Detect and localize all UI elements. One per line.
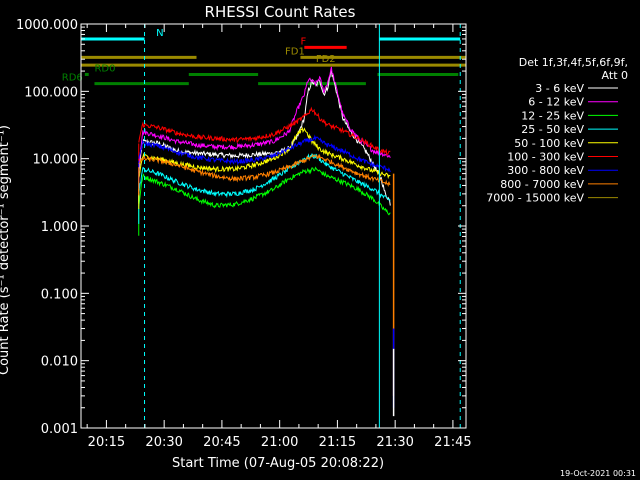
legend-label-5: 100 - 300 keV <box>507 151 584 164</box>
y-tick-label-0: 0.001 <box>41 422 78 437</box>
legend-label-8: 7000 - 15000 keV <box>486 192 584 205</box>
x-tick-label-0: 20:15 <box>88 435 125 450</box>
x-tick-label-1: 20:30 <box>145 435 182 450</box>
legend-header-0: Det 1f,3f,4f,5f,6f,9f, <box>519 56 628 69</box>
flag-label-fd2: FD2 <box>316 54 336 65</box>
y-tick-label-3: 1.000 <box>41 220 78 235</box>
y-tick-label-5: 100.000 <box>24 85 78 100</box>
legend-label-4: 50 - 100 keV <box>514 137 584 150</box>
legend-label-0: 3 - 6 keV <box>535 82 584 95</box>
y-axis-label: Count Rate (s⁻¹ detector⁻¹ segment⁻¹) <box>0 125 12 375</box>
series-line-2 <box>138 166 391 216</box>
series-line-7 <box>138 153 391 188</box>
x-tick-label-6: 21:45 <box>434 435 471 450</box>
flag-label-n: N <box>156 28 163 39</box>
legend-label-2: 12 - 25 keV <box>521 109 584 122</box>
y-tick-label-4: 10.000 <box>33 153 79 168</box>
axes-layer: 0.001 0.010 0.100 1.000 10.000 100.000 1000.00… <box>16 18 472 450</box>
series-line-6 <box>138 134 391 173</box>
x-tick-label-3: 21:00 <box>261 435 298 450</box>
legend-label-7: 800 - 7000 keV <box>500 178 584 191</box>
x-axis-label: Start Time (07-Aug-05 20:08:22) <box>172 456 384 471</box>
flag-label-rd6: RD6 <box>62 73 83 84</box>
legend-label-1: 6 - 12 keV <box>528 96 584 109</box>
legend-header-1: Att 0 <box>602 69 628 82</box>
chart-title: RHESSI Count Rates <box>205 3 356 21</box>
series-line-1 <box>138 66 391 167</box>
flag-label-fd1: FD1 <box>285 46 305 57</box>
series-line-5 <box>138 106 391 156</box>
flag-label-rd0: RD0 <box>94 63 115 74</box>
footer-timestamp: 19-Oct-2021 00:31 <box>560 469 636 478</box>
x-tick-label-4: 21:15 <box>319 435 356 450</box>
x-tick-label-5: 21:30 <box>376 435 413 450</box>
legend-label-6: 300 - 800 keV <box>507 164 584 177</box>
y-tick-label-6: 1000.000 <box>16 18 78 33</box>
series-layer <box>138 66 395 417</box>
series-line-4 <box>138 126 391 180</box>
legend-label-3: 25 - 50 keV <box>521 123 584 136</box>
y-tick-label-1: 0.010 <box>41 355 78 370</box>
series-line-3 <box>138 153 391 201</box>
y-tick-label-2: 0.100 <box>41 287 78 302</box>
x-tick-label-2: 20:45 <box>203 435 240 450</box>
flag-label-f: F <box>300 36 306 47</box>
